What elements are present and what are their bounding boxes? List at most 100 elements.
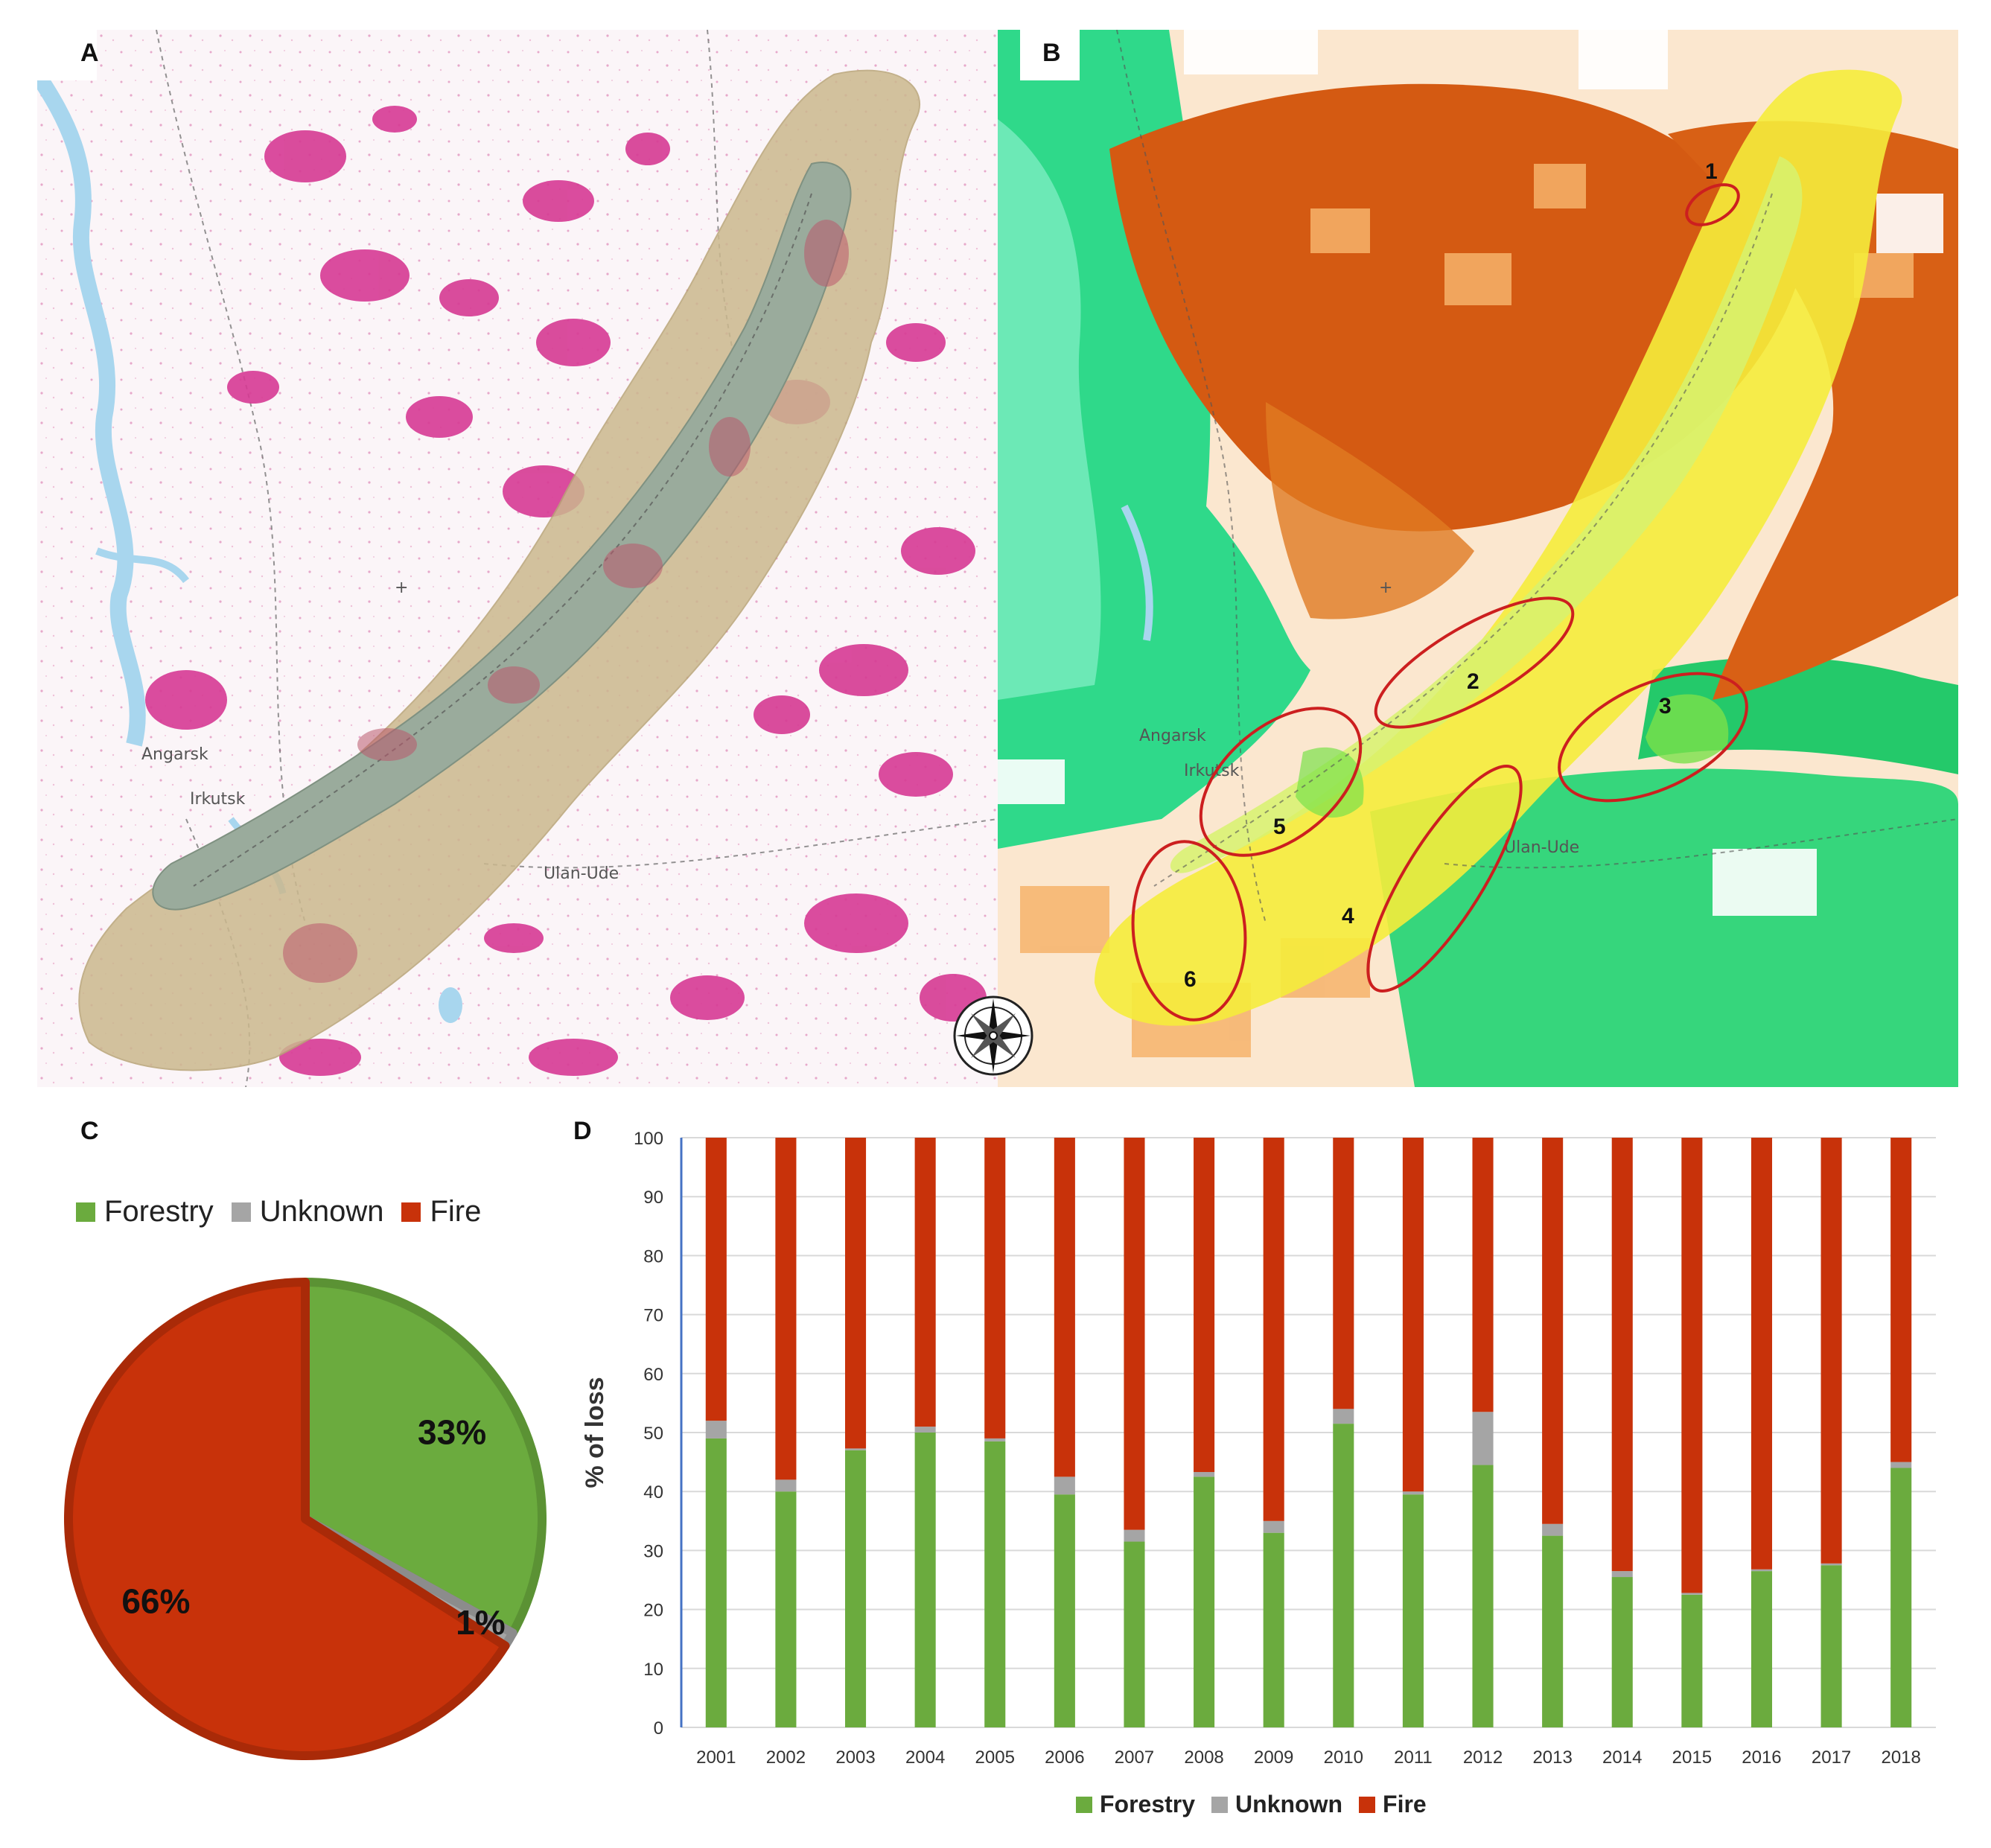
legend-label-fire: Fire xyxy=(430,1195,482,1228)
bar-segment-unknown-2018 xyxy=(1890,1462,1912,1468)
bar-legend: Forestry Unknown Fire xyxy=(1076,1791,1427,1818)
bar-segment-unknown-2010 xyxy=(1333,1409,1354,1424)
bar-segment-unknown-2006 xyxy=(1054,1476,1075,1495)
pie-value-label-fire: 66% xyxy=(121,1581,190,1620)
bar-segment-forestry-2012 xyxy=(1472,1465,1494,1727)
bar-segment-unknown-2007 xyxy=(1124,1529,1145,1542)
bar-segment-forestry-2010 xyxy=(1333,1424,1354,1727)
bar-legend-swatch-forestry xyxy=(1076,1796,1092,1813)
bar-legend-label-forestry: Forestry xyxy=(1100,1791,1196,1817)
x-tick-label: 2015 xyxy=(1672,1747,1712,1768)
y-tick-label: 90 xyxy=(643,1188,663,1208)
bar-segment-fire-2012 xyxy=(1472,1138,1494,1412)
zone-label-6: 6 xyxy=(1184,967,1197,992)
bar-segment-fire-2013 xyxy=(1542,1138,1564,1524)
bar-segment-forestry-2009 xyxy=(1263,1532,1284,1727)
zone-outline-2 xyxy=(1374,596,1575,729)
legend-item-unknown: Unknown xyxy=(231,1195,383,1229)
pie-chart: 33% 1% 66% xyxy=(64,1278,547,1760)
x-tick-label: 2011 xyxy=(1394,1747,1433,1768)
bar-segment-fire-2015 xyxy=(1681,1138,1703,1593)
bar-segment-unknown-2014 xyxy=(1611,1571,1633,1578)
panel-d-letter: D xyxy=(573,1117,592,1145)
bar-segment-forestry-2002 xyxy=(775,1491,797,1727)
y-tick-label: 50 xyxy=(643,1424,663,1444)
legend-swatch-unknown xyxy=(231,1202,251,1222)
bar-segment-fire-2018 xyxy=(1890,1138,1912,1462)
bar-segment-fire-2017 xyxy=(1820,1138,1842,1564)
zone-label-4: 4 xyxy=(1342,904,1354,928)
panel-a-letter: A xyxy=(80,39,99,67)
zone-label-1: 1 xyxy=(1705,159,1718,184)
x-tick-label: 2018 xyxy=(1881,1747,1920,1768)
bar-segment-fire-2014 xyxy=(1611,1138,1633,1572)
y-tick-label: 70 xyxy=(643,1306,663,1326)
bar-segment-forestry-2004 xyxy=(914,1433,936,1727)
city-label-irkutsk: Irkutsk xyxy=(190,790,246,809)
panel-b-label-box xyxy=(1020,30,1080,80)
legend-swatch-fire xyxy=(401,1202,421,1222)
city-label-ulan-ude: Ulan-Ude xyxy=(544,864,619,883)
bar-segment-fire-2011 xyxy=(1402,1138,1424,1492)
panel-a-label-box xyxy=(37,30,97,80)
bar-segment-unknown-2013 xyxy=(1542,1523,1564,1536)
zone-outline-5 xyxy=(1199,707,1363,857)
y-tick-label: 100 xyxy=(634,1129,663,1149)
city-label-ulan-ude-b: Ulan-Ude xyxy=(1504,838,1579,857)
bar-segment-forestry-2001 xyxy=(705,1438,727,1727)
map-b-canvas: + Angarsk Irkutsk Ulan-Ude 1 2 3 4 5 6 xyxy=(998,30,1958,1087)
x-tick-label: 2004 xyxy=(905,1747,945,1768)
bar-segment-unknown-2008 xyxy=(1194,1472,1215,1477)
panel-b-letter: B xyxy=(1042,39,1061,67)
x-tick-label: 2013 xyxy=(1532,1747,1572,1768)
map-panel-a: + Angarsk Irkutsk Ulan-Ude A xyxy=(37,30,998,1087)
y-tick-label: 0 xyxy=(654,1718,663,1739)
bar-segment-unknown-2009 xyxy=(1263,1520,1284,1533)
bar-segment-forestry-2003 xyxy=(844,1450,867,1727)
bar-segment-fire-2009 xyxy=(1263,1138,1284,1521)
zone-label-5: 5 xyxy=(1273,815,1286,839)
x-tick-label: 2009 xyxy=(1254,1747,1293,1768)
bar-segment-unknown-2016 xyxy=(1751,1569,1773,1572)
x-tick-label: 2014 xyxy=(1602,1747,1642,1768)
bar-segment-forestry-2017 xyxy=(1820,1565,1842,1727)
zone-outline-3 xyxy=(1558,672,1748,803)
bar-segment-unknown-2012 xyxy=(1472,1412,1494,1465)
y-axis-label: % of loss xyxy=(581,1377,609,1488)
x-tick-label: 2005 xyxy=(975,1747,1015,1768)
zone-outline-6 xyxy=(1131,840,1247,1022)
bar-legend-swatch-unknown xyxy=(1211,1796,1229,1813)
y-tick-label: 80 xyxy=(643,1246,663,1266)
bar-segment-forestry-2015 xyxy=(1681,1594,1703,1727)
bar-segment-fire-2002 xyxy=(775,1138,797,1480)
x-tick-label: 2012 xyxy=(1463,1747,1503,1768)
x-tick-label: 2008 xyxy=(1184,1747,1223,1768)
bar-segment-forestry-2008 xyxy=(1194,1476,1215,1727)
bar-legend-item-unknown: Unknown xyxy=(1211,1791,1342,1818)
bar-segment-fire-2008 xyxy=(1194,1138,1215,1473)
panel-c-letter: C xyxy=(80,1117,99,1145)
y-tick-label: 60 xyxy=(643,1365,663,1385)
bar-segment-unknown-2004 xyxy=(914,1427,936,1433)
city-label-angarsk-b: Angarsk xyxy=(1139,727,1206,745)
bar-segment-fire-2001 xyxy=(705,1138,727,1421)
svg-text:+: + xyxy=(395,579,408,597)
x-tick-label: 2001 xyxy=(696,1747,736,1768)
stacked-bar-chart: 0 10 20 30 40 50 60 70 80 90 100 % of loss 2001 2002 2… xyxy=(581,1129,1936,1768)
pie-value-label-forestry: 33% xyxy=(418,1412,486,1451)
bar-segment-unknown-2002 xyxy=(775,1479,797,1492)
x-tick-label: 2017 xyxy=(1812,1747,1851,1768)
legend-label-forestry: Forestry xyxy=(104,1195,214,1228)
map-panel-b: + Angarsk Irkutsk Ulan-Ude 1 2 3 4 5 6 B xyxy=(998,30,1958,1087)
bar-segment-unknown-2011 xyxy=(1402,1491,1424,1495)
bar-segment-forestry-2013 xyxy=(1542,1535,1564,1727)
y-tick-label: 20 xyxy=(643,1601,663,1621)
pie-slice-forestry xyxy=(301,1278,547,1638)
bar-segment-unknown-2015 xyxy=(1681,1593,1703,1595)
legend-item-fire: Fire xyxy=(401,1195,481,1229)
zone-label-3: 3 xyxy=(1659,694,1672,719)
bar-segment-unknown-2017 xyxy=(1820,1563,1842,1566)
bar-segment-fire-2006 xyxy=(1054,1138,1075,1477)
x-tick-label: 2016 xyxy=(1742,1747,1781,1768)
bar-segment-unknown-2001 xyxy=(705,1421,727,1438)
